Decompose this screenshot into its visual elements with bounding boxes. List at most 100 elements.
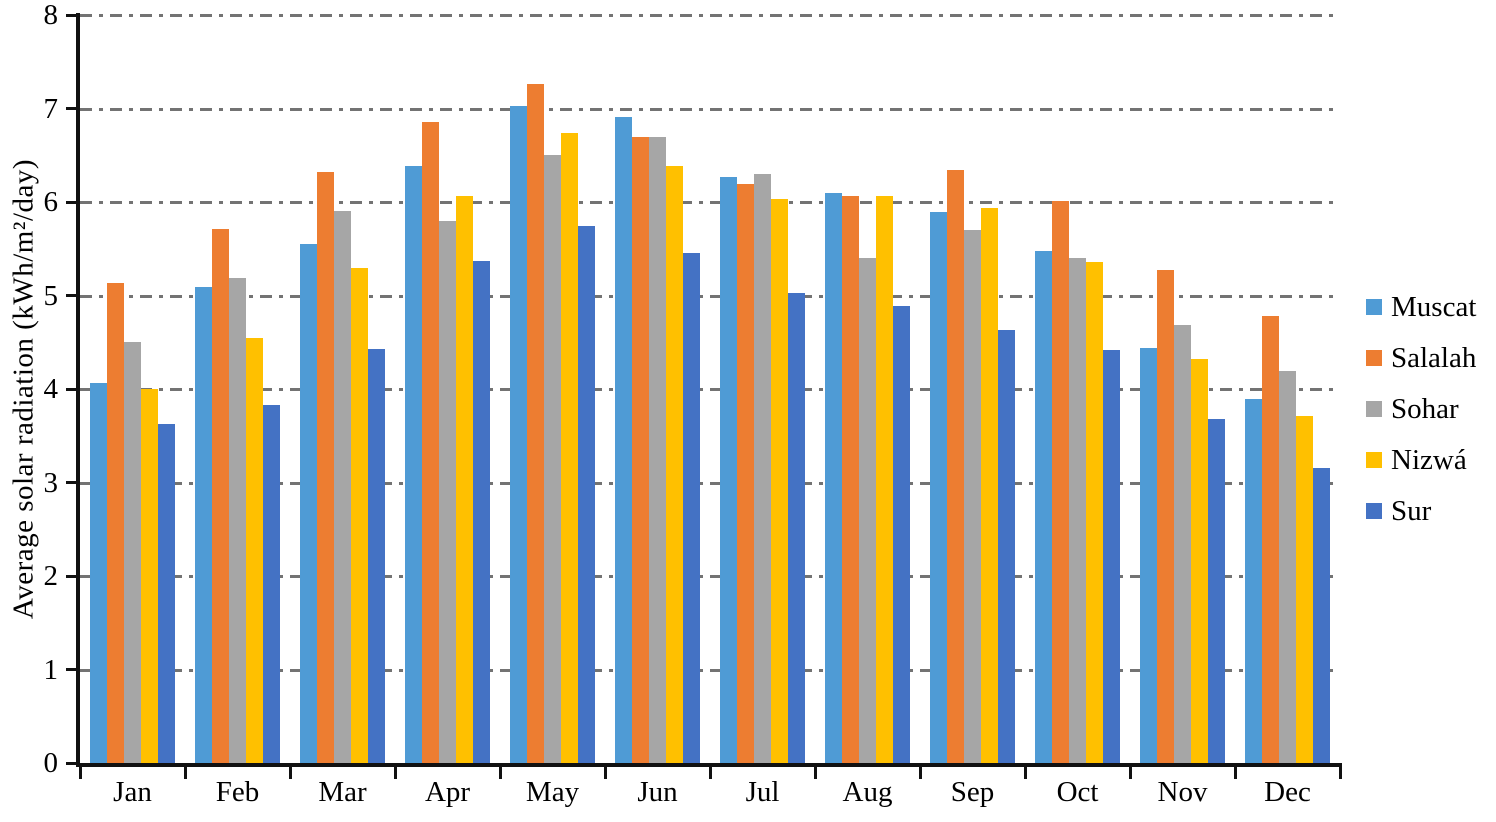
bar-muscat-jul xyxy=(720,176,737,763)
x-tick-mark-7 xyxy=(813,763,817,779)
x-tick-mark-5 xyxy=(603,763,607,779)
month-group-sep xyxy=(920,15,1025,763)
x-tick-mark-9 xyxy=(1023,763,1027,779)
bar-sur-jan xyxy=(158,423,175,763)
x-tick-mark-10 xyxy=(1128,763,1132,779)
gridlines xyxy=(80,14,1340,763)
bar-muscat-jan xyxy=(90,383,107,763)
bar-salalah-oct xyxy=(1052,201,1069,763)
legend-marker-salalah-icon xyxy=(1366,349,1382,366)
y-axis-tick-labels: 0 1 2 3 4 5 6 7 8 xyxy=(0,0,62,822)
y-tick-mark-5 xyxy=(66,294,76,297)
bar-sur-may xyxy=(578,226,595,763)
bar-sur-jun xyxy=(683,253,700,763)
legend: Muscat Salalah Sohar Nizwá Sur xyxy=(1366,281,1476,536)
bar-salalah-jul xyxy=(737,184,754,763)
y-tick-label-4: 4 xyxy=(43,373,59,405)
y-tick-label-0: 0 xyxy=(43,747,59,779)
bar-sohar-jun xyxy=(649,136,666,763)
bar-sohar-aug xyxy=(859,258,876,763)
bar-nizwa-jun xyxy=(666,165,683,763)
x-tick-mark-11 xyxy=(1233,763,1237,779)
y-tick-mark-8 xyxy=(66,13,76,17)
bar-muscat-nov xyxy=(1140,347,1157,763)
legend-marker-nizwa-icon xyxy=(1366,451,1382,468)
bar-muscat-may xyxy=(510,105,527,763)
legend-item-sur: Sur xyxy=(1366,485,1476,536)
bar-sur-oct xyxy=(1103,349,1120,763)
bar-salalah-aug xyxy=(842,196,859,763)
y-tick-mark-6 xyxy=(66,200,76,204)
x-label-feb: Feb xyxy=(215,776,260,808)
bar-sohar-oct xyxy=(1069,258,1086,763)
bar-muscat-oct xyxy=(1035,250,1052,763)
x-tick-mark-1 xyxy=(183,763,187,779)
y-tick-label-2: 2 xyxy=(43,560,59,592)
bar-sohar-jan xyxy=(124,342,141,763)
month-group-jan xyxy=(80,15,185,763)
x-axis-line xyxy=(76,763,1340,767)
gridline-3 xyxy=(80,481,1340,485)
bar-sur-nov xyxy=(1208,418,1225,763)
month-group-feb xyxy=(185,15,290,763)
x-label-apr: Apr xyxy=(424,776,471,808)
month-group-mar xyxy=(290,15,395,763)
legend-marker-muscat-icon xyxy=(1366,298,1382,315)
x-label-aug: Aug xyxy=(842,776,893,808)
bar-nizwa-dec xyxy=(1296,416,1313,763)
bar-sohar-feb xyxy=(229,277,246,763)
bar-sohar-nov xyxy=(1174,324,1191,763)
bar-nizwa-aug xyxy=(876,196,893,763)
bar-sur-feb xyxy=(263,404,280,763)
bar-salalah-feb xyxy=(212,229,229,763)
x-tick-mark-4 xyxy=(498,763,502,779)
bar-sohar-sep xyxy=(964,230,981,763)
x-label-jan: Jan xyxy=(113,776,152,808)
legend-label-sur: Sur xyxy=(1391,494,1432,527)
bar-nizwa-apr xyxy=(456,196,473,763)
bar-sur-dec xyxy=(1313,467,1330,763)
legend-item-salalah: Salalah xyxy=(1366,332,1476,383)
bar-salalah-may xyxy=(527,84,544,763)
bar-nizwa-sep xyxy=(981,207,998,763)
bar-nizwa-nov xyxy=(1191,359,1208,763)
legend-label-nizwa: Nizwá xyxy=(1391,443,1467,476)
x-label-mar: Mar xyxy=(318,776,367,808)
x-tick-mark-3 xyxy=(393,763,397,779)
month-group-oct xyxy=(1025,15,1130,763)
month-group-aug xyxy=(815,15,920,763)
x-tick-mark-8 xyxy=(918,763,922,779)
bar-nizwa-jan xyxy=(141,389,158,763)
bar-salalah-apr xyxy=(422,121,439,763)
y-tick-label-7: 7 xyxy=(43,92,59,125)
x-label-may: May xyxy=(525,776,580,808)
month-group-jul xyxy=(710,15,815,763)
legend-marker-sohar-icon xyxy=(1366,400,1382,417)
gridline-2 xyxy=(80,575,1340,578)
bar-sohar-apr xyxy=(439,220,456,763)
y-tick-mark-4 xyxy=(66,387,76,391)
x-label-dec: Dec xyxy=(1264,776,1311,808)
y-axis-line xyxy=(76,13,80,767)
gridline-7 xyxy=(80,107,1340,111)
bar-salalah-dec xyxy=(1262,316,1279,763)
month-group-nov xyxy=(1130,15,1235,763)
gridline-1 xyxy=(80,668,1340,672)
bar-muscat-dec xyxy=(1245,399,1262,763)
bar-sur-jul xyxy=(788,292,805,763)
x-label-jun: Jun xyxy=(637,776,678,808)
gridline-4 xyxy=(80,388,1340,391)
bar-groups xyxy=(80,15,1340,763)
plot-area xyxy=(80,14,1340,763)
x-tick-mark-12 xyxy=(1338,763,1342,779)
bar-nizwa-feb xyxy=(246,337,263,763)
bar-salalah-jun xyxy=(632,136,649,763)
x-tick-mark-2 xyxy=(288,763,292,779)
x-tick-mark-0 xyxy=(78,763,82,779)
legend-marker-sur-icon xyxy=(1366,502,1382,519)
gridline-6 xyxy=(80,201,1340,204)
y-tick-mark-2 xyxy=(66,574,76,578)
bar-muscat-feb xyxy=(195,287,212,763)
y-tick-mark-0 xyxy=(66,761,76,765)
